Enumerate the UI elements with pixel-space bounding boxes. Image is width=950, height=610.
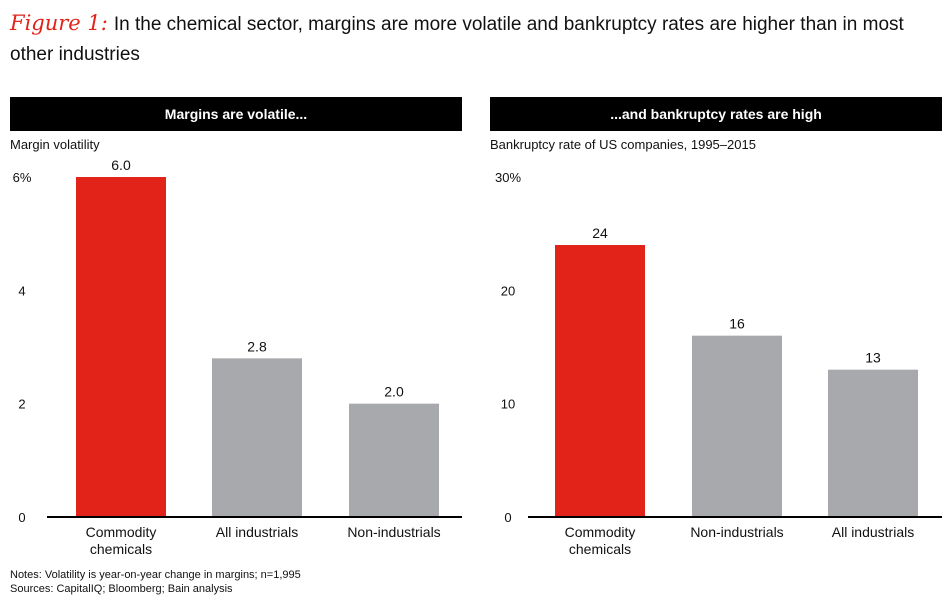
margin-volatility-chart: 0 2 4 6% 6.0 Commodity chemicals 2.8 All industr… [13, 157, 462, 557]
notes: Notes: Volatility is year-on-year change… [10, 568, 301, 596]
bar-value-label: 2.0 [384, 384, 404, 400]
y-tick-label: 30% [495, 170, 521, 185]
bar-value-label: 2.8 [247, 338, 267, 354]
category-label: Commodity chemicals [565, 524, 636, 557]
category-label: Non-industrials [690, 524, 783, 540]
y-tick-label: 10 [501, 397, 515, 412]
category-label: All industrials [216, 524, 298, 540]
figure-title-text: In the chemical sector, margins are more… [10, 14, 904, 65]
category-label: All industrials [832, 524, 914, 540]
figure-title: Figure 1: In the chemical sector, margins… [10, 8, 945, 70]
y-tick-label: 0 [504, 510, 511, 525]
notes-line: Notes: Volatility is year-on-year change… [10, 569, 301, 581]
bar [212, 358, 302, 517]
left-panel-header: Margins are volatile... [10, 97, 462, 131]
bar-value-label: 13 [865, 350, 881, 366]
bar [76, 177, 166, 517]
left-chart-ylabel: Margin volatility [10, 137, 100, 152]
figure-label: Figure 1: [10, 11, 108, 35]
bar-value-label: 6.0 [111, 157, 131, 173]
y-tick-label: 4 [18, 283, 25, 298]
bar [555, 245, 645, 517]
right-panel-header: ...and bankruptcy rates are high [490, 97, 942, 131]
sources-line: Sources: CapitalIQ; Bloomberg; Bain anal… [10, 583, 233, 595]
bar [828, 369, 918, 517]
bar-value-label: 24 [592, 225, 608, 241]
right-chart-ylabel: Bankruptcy rate of US companies, 1995–20… [490, 137, 756, 152]
y-tick-label: 2 [18, 397, 25, 412]
y-tick-label: 0 [18, 510, 25, 525]
bar-value-label: 16 [729, 316, 745, 332]
bar [349, 403, 439, 517]
bar [692, 335, 782, 517]
bankruptcy-rate-chart: 0 10 20 30% 24 Commodity chemicals 16 Non-indust… [495, 170, 942, 557]
y-tick-label: 6% [13, 170, 32, 185]
y-tick-label: 20 [501, 283, 515, 298]
category-label: Commodity chemicals [86, 524, 157, 557]
category-label: Non-industrials [347, 524, 440, 540]
